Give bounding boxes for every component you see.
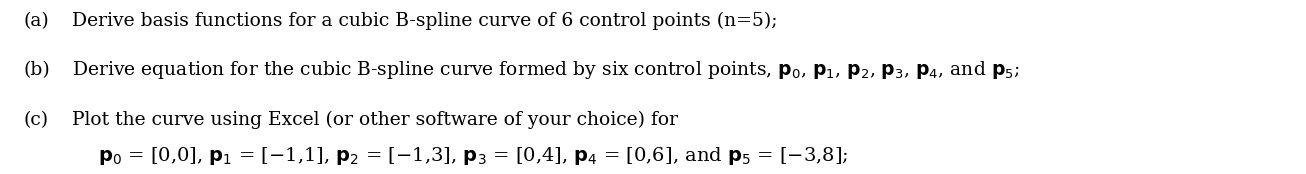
Text: (c): (c) <box>24 111 48 129</box>
Text: (b): (b) <box>24 61 50 79</box>
Text: $\mathbf{p}_0$ = [0,0], $\mathbf{p}_1$ = [−1,1], $\mathbf{p}_2$ = [−1,3], $\math: $\mathbf{p}_0$ = [0,0], $\mathbf{p}_1$ =… <box>98 145 849 167</box>
Text: Derive basis functions for a cubic B-spline curve of 6 control points (n=5);: Derive basis functions for a cubic B-spl… <box>72 12 777 30</box>
Text: Plot the curve using Excel (or other software of your choice) for: Plot the curve using Excel (or other sof… <box>72 111 678 129</box>
Text: Derive equation for the cubic B-spline curve formed by six control points, $\mat: Derive equation for the cubic B-spline c… <box>72 59 1020 81</box>
Text: (a): (a) <box>24 12 50 30</box>
